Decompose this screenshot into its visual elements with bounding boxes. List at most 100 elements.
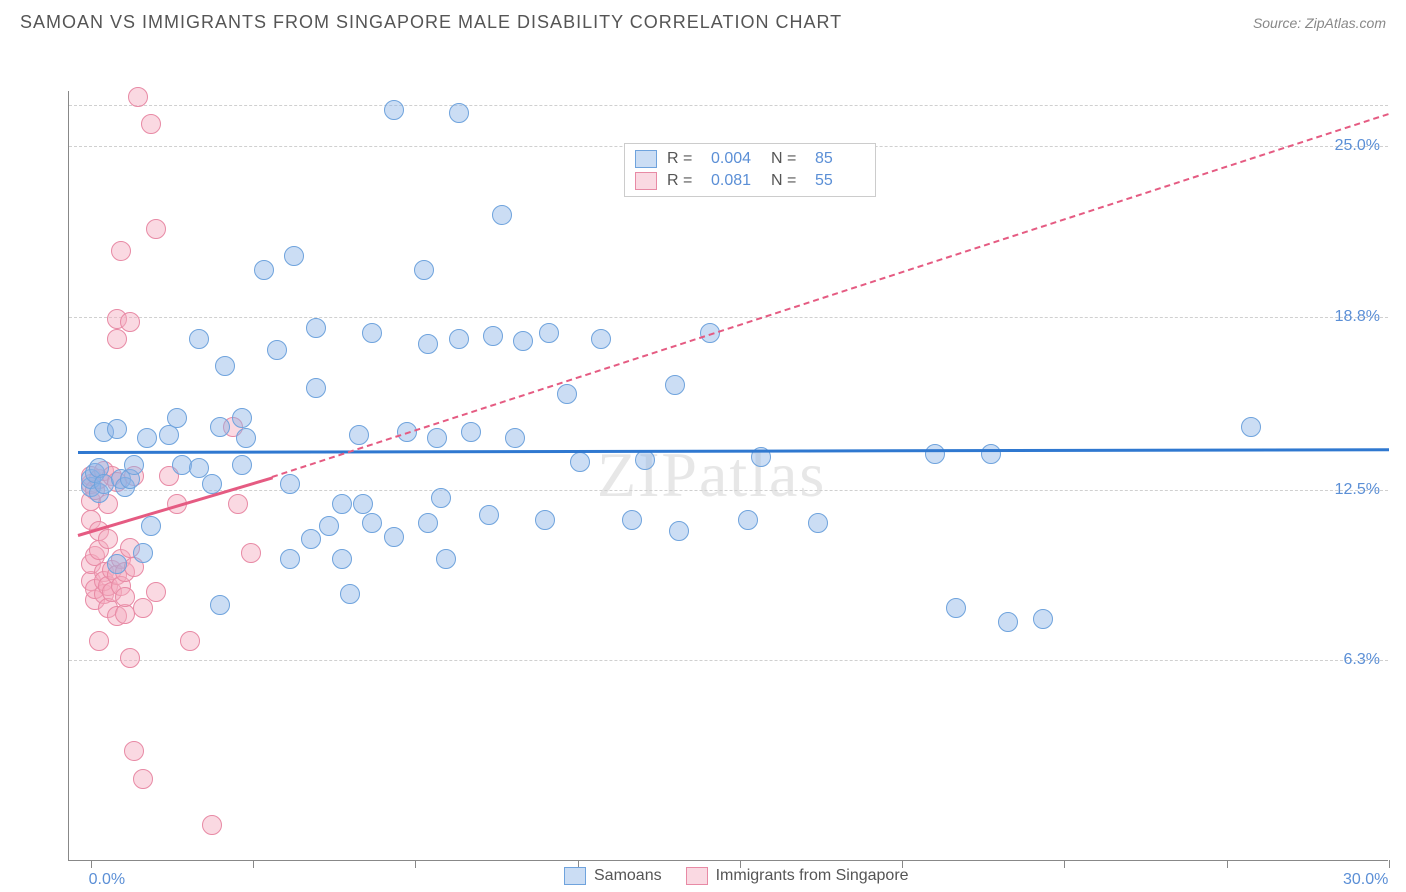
scatter-point: [241, 543, 261, 563]
source-label: Source: ZipAtlas.com: [1253, 15, 1386, 31]
legend-item: Samoans: [564, 867, 662, 885]
scatter-point: [228, 494, 248, 514]
series-legend: Samoans Immigrants from Singapore: [564, 867, 909, 885]
x-axis-min-label: 0.0%: [89, 871, 125, 889]
scatter-point: [479, 505, 499, 525]
scatter-point: [215, 356, 235, 376]
y-tick-label: 6.3%: [1344, 651, 1380, 669]
scatter-point: [133, 543, 153, 563]
scatter-point: [1241, 417, 1261, 437]
scatter-point: [128, 87, 148, 107]
trendline: [78, 449, 1389, 455]
scatter-point: [107, 419, 127, 439]
scatter-point: [137, 428, 157, 448]
legend-stat-label: R =: [667, 172, 701, 190]
scatter-point: [141, 516, 161, 536]
scatter-point: [353, 494, 373, 514]
legend-stat-value: 55: [815, 172, 865, 190]
scatter-point: [306, 378, 326, 398]
scatter-point: [384, 100, 404, 120]
y-tick-label: 12.5%: [1335, 481, 1380, 499]
scatter-point: [332, 549, 352, 569]
scatter-point: [306, 318, 326, 338]
gridline: [69, 105, 1388, 106]
scatter-point: [167, 408, 187, 428]
legend-series-name: Samoans: [594, 867, 662, 885]
legend-swatch: [686, 867, 708, 885]
scatter-point: [513, 331, 533, 351]
legend-series-name: Immigrants from Singapore: [716, 867, 909, 885]
scatter-point: [925, 444, 945, 464]
legend-swatch: [635, 172, 657, 190]
scatter-point: [570, 452, 590, 472]
scatter-point: [665, 375, 685, 395]
scatter-point: [946, 598, 966, 618]
scatter-point: [189, 329, 209, 349]
scatter-point: [236, 428, 256, 448]
y-tick-label: 18.8%: [1335, 308, 1380, 326]
scatter-point: [998, 612, 1018, 632]
scatter-point: [591, 329, 611, 349]
scatter-point: [141, 114, 161, 134]
scatter-point: [120, 312, 140, 332]
scatter-point: [449, 103, 469, 123]
gridline: [69, 660, 1388, 661]
gridline: [69, 490, 1388, 491]
scatter-point: [362, 323, 382, 343]
scatter-point: [89, 631, 109, 651]
legend-stat-label: N =: [771, 172, 805, 190]
scatter-point: [232, 408, 252, 428]
scatter-point: [210, 595, 230, 615]
scatter-point: [557, 384, 577, 404]
scatter-point: [107, 554, 127, 574]
scatter-point: [427, 428, 447, 448]
scatter-point: [146, 219, 166, 239]
scatter-point: [210, 417, 230, 437]
scatter-point: [180, 631, 200, 651]
plot-area: ZIPatlas 6.3%12.5%18.8%25.0%0.0%30.0%R =…: [68, 91, 1388, 861]
scatter-point: [232, 455, 252, 475]
scatter-point: [254, 260, 274, 280]
scatter-point: [349, 425, 369, 445]
scatter-point: [1033, 609, 1053, 629]
scatter-point: [505, 428, 525, 448]
scatter-point: [738, 510, 758, 530]
scatter-point: [539, 323, 559, 343]
legend-stat-value: 0.081: [711, 172, 761, 190]
scatter-point: [124, 455, 144, 475]
legend-stat-value: 85: [815, 150, 865, 168]
scatter-point: [436, 549, 456, 569]
scatter-point: [669, 521, 689, 541]
x-tick: [415, 860, 416, 868]
scatter-point: [146, 582, 166, 602]
chart-title: SAMOAN VS IMMIGRANTS FROM SINGAPORE MALE…: [20, 12, 842, 33]
x-tick: [1064, 860, 1065, 868]
scatter-point: [340, 584, 360, 604]
x-axis-max-label: 30.0%: [1343, 871, 1388, 889]
scatter-point: [202, 815, 222, 835]
scatter-point: [111, 241, 131, 261]
scatter-point: [418, 334, 438, 354]
x-tick: [253, 860, 254, 868]
legend-stat-value: 0.004: [711, 150, 761, 168]
y-axis-label: Male Disability: [6, 0, 23, 1]
x-tick: [1227, 860, 1228, 868]
scatter-point: [301, 529, 321, 549]
x-tick: [1389, 860, 1390, 868]
scatter-point: [431, 488, 451, 508]
scatter-point: [461, 422, 481, 442]
scatter-point: [267, 340, 287, 360]
scatter-point: [280, 549, 300, 569]
x-tick: [91, 860, 92, 868]
scatter-point: [332, 494, 352, 514]
scatter-point: [384, 527, 404, 547]
scatter-point: [535, 510, 555, 530]
scatter-point: [280, 474, 300, 494]
scatter-point: [107, 329, 127, 349]
gridline: [69, 317, 1388, 318]
y-tick-label: 25.0%: [1335, 137, 1380, 155]
scatter-point: [483, 326, 503, 346]
scatter-point: [284, 246, 304, 266]
scatter-point: [124, 741, 144, 761]
legend-swatch: [564, 867, 586, 885]
